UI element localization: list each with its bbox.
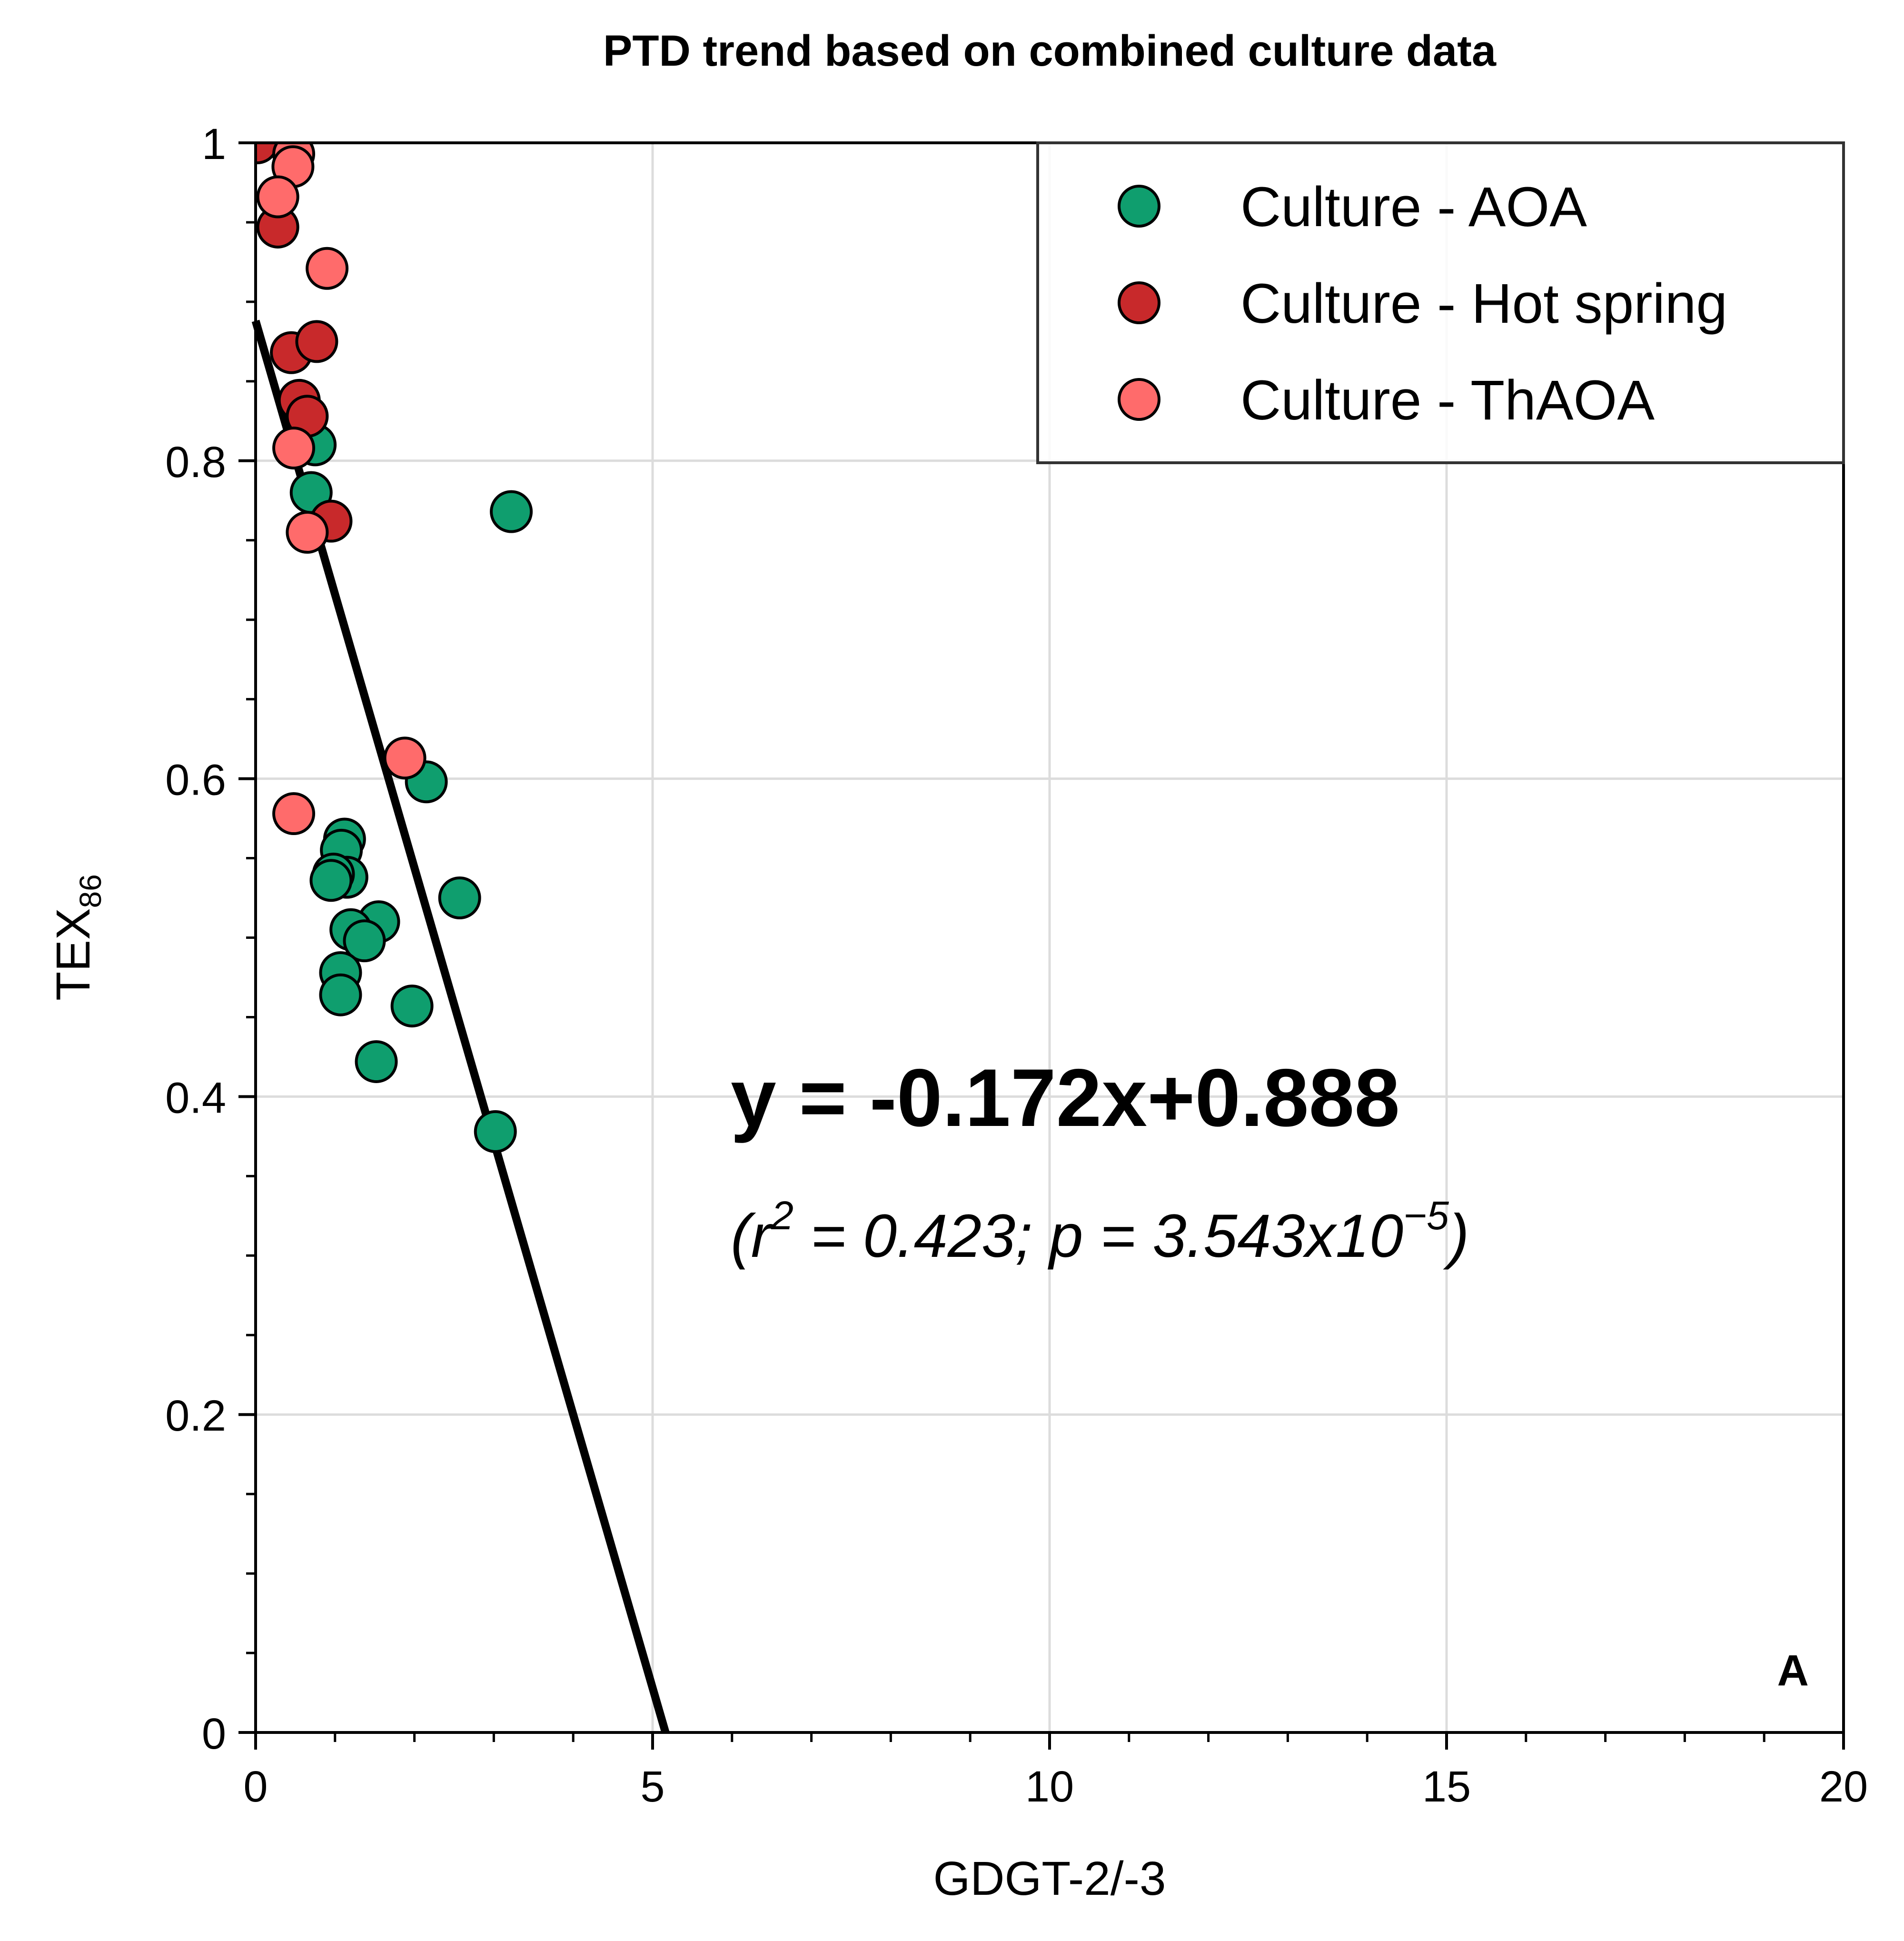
x-axis: 0 5 10 15 20 — [243, 1732, 1868, 1811]
y-axis-label-subscript: 86 — [73, 874, 108, 908]
stats-values: = 0.423; p = 3.543x10 — [793, 1202, 1403, 1270]
stats-open: (r — [731, 1202, 774, 1270]
legend-label: Culture - AOA — [1240, 176, 1587, 239]
y-axis-label-main: TEX — [47, 908, 100, 1000]
legend-marker — [1118, 185, 1160, 228]
data-point — [295, 320, 338, 363]
y-tick-label: 0.8 — [165, 438, 226, 487]
data-point — [272, 792, 316, 836]
y-axis: 0 0.2 0.4 0.6 0.8 1 — [165, 120, 256, 1758]
data-point — [306, 247, 349, 290]
x-tick-label: 0 — [243, 1762, 268, 1811]
panel-label: A — [1777, 1646, 1809, 1695]
x-tick-label: 5 — [640, 1762, 664, 1811]
data-point — [286, 511, 329, 554]
regression-line — [251, 319, 670, 1734]
chart-title: PTD trend based on combined culture data — [603, 27, 1497, 75]
x-tick-label: 10 — [1025, 1762, 1074, 1811]
data-point — [272, 427, 316, 470]
data-points — [256, 143, 533, 1153]
data-point — [474, 1110, 517, 1153]
data-point — [319, 973, 362, 1016]
data-point — [343, 919, 386, 963]
data-point — [256, 175, 299, 219]
legend-frame — [1036, 141, 1845, 464]
regression-statistics: (r2 = 0.423; p = 3.543x10−5) — [731, 1193, 1469, 1270]
x-tick-label: 20 — [1819, 1762, 1868, 1811]
data-point — [383, 737, 426, 780]
data-point — [355, 1040, 398, 1083]
data-point — [309, 859, 353, 902]
legend-label: Culture - ThAOA — [1240, 369, 1655, 432]
data-point — [390, 985, 434, 1028]
legend-label: Culture - Hot spring — [1240, 272, 1727, 335]
x-axis-label: GDGT-2/-3 — [933, 1852, 1166, 1905]
regression-equation: y = -0.172x+0.888 — [731, 1052, 1400, 1144]
y-tick-label: 0.6 — [165, 756, 226, 805]
legend-marker — [1118, 378, 1160, 421]
data-point — [256, 143, 279, 164]
x-tick-label: 15 — [1422, 1762, 1471, 1811]
y-tick-label: 0 — [202, 1710, 226, 1758]
y-tick-label: 0.4 — [165, 1074, 226, 1122]
y-tick-label: 1 — [202, 120, 226, 169]
p-value-exponent: −5 — [1403, 1193, 1449, 1238]
data-point — [438, 876, 481, 920]
y-axis-label: TEX86 — [47, 874, 108, 1001]
legend-marker — [1118, 281, 1160, 324]
legend: Culture - AOA Culture - Hot spring Culture… — [1036, 141, 1845, 464]
y-tick-label: 0.2 — [165, 1392, 226, 1440]
fit-line-group — [251, 319, 670, 1734]
data-point — [490, 490, 533, 533]
r-squared-exponent: 2 — [771, 1193, 793, 1238]
